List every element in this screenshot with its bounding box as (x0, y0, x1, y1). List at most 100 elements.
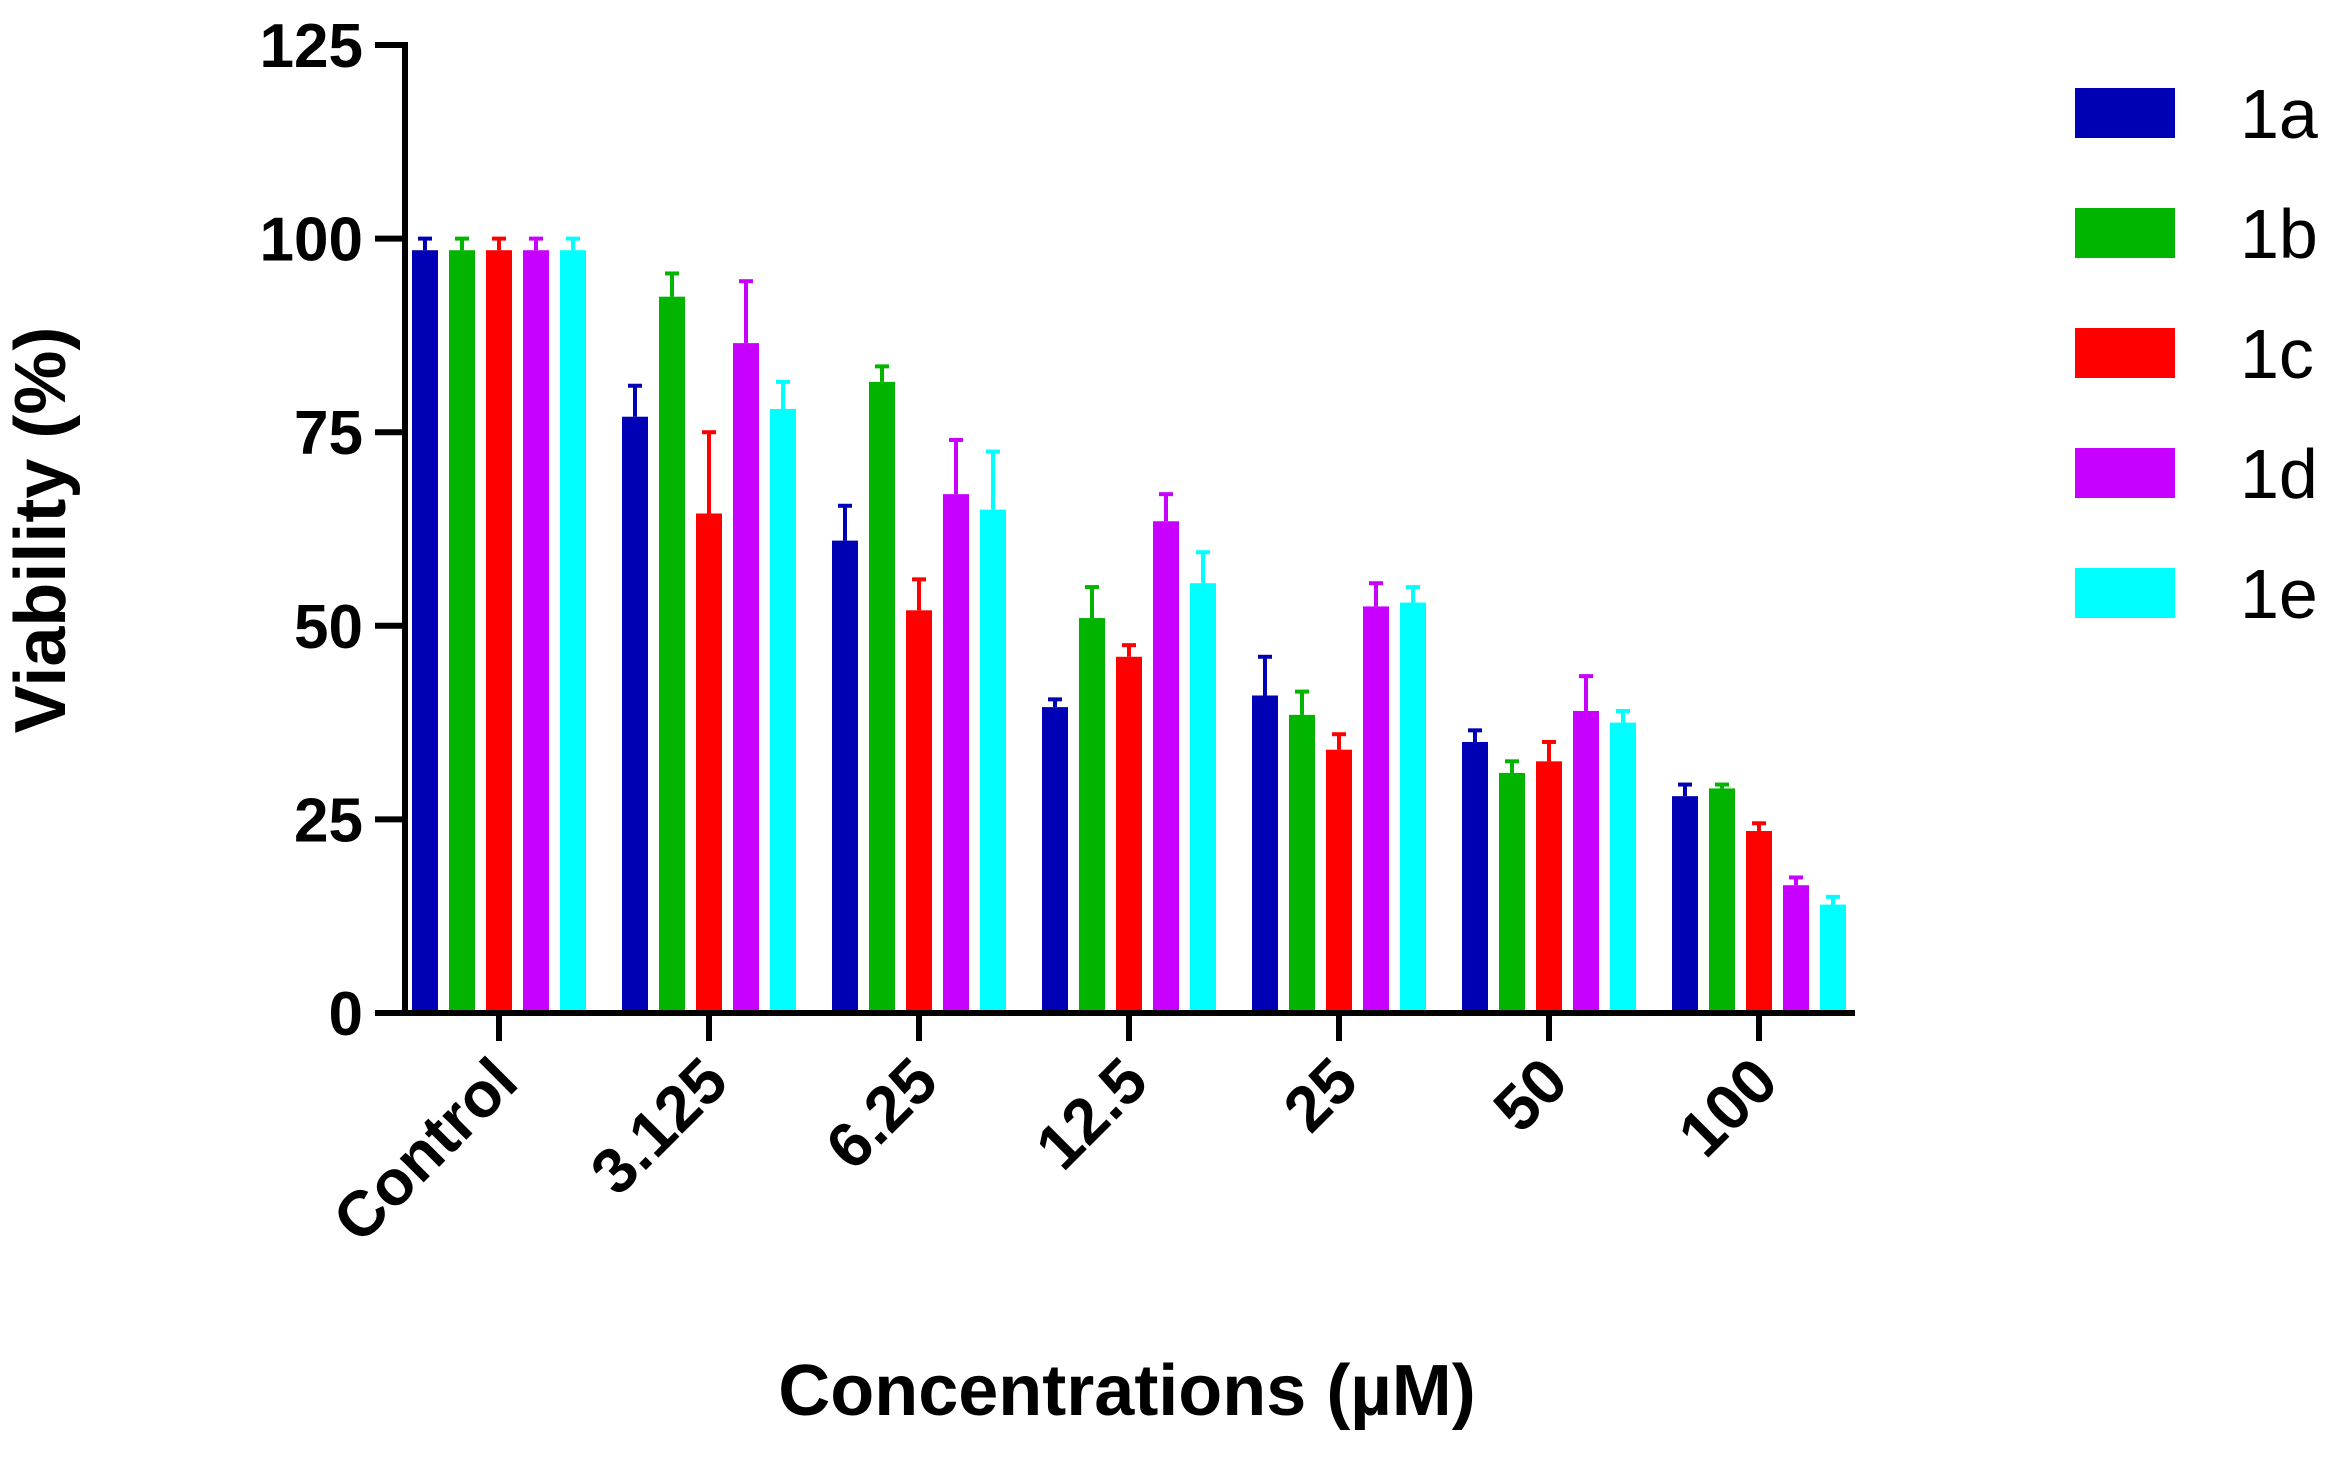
bar-1a-12.5 (1042, 707, 1068, 1013)
legend-item-1c: 1c (2075, 315, 2314, 393)
bar-1e-25 (1400, 602, 1426, 1013)
legend-swatch (2075, 568, 2175, 618)
error-bar-1c-6.25 (912, 577, 926, 611)
error-bar-1e-Control (566, 236, 580, 251)
error-bar-1d-25 (1369, 581, 1383, 607)
bar-1a-Control (412, 250, 438, 1013)
legend-swatch (2075, 208, 2175, 258)
error-bar-1c-Control (492, 236, 506, 251)
error-bar-1e-3.125 (776, 379, 790, 409)
bar-1d-6.25 (943, 494, 969, 1014)
y-tick-label: 100 (260, 206, 363, 275)
x-tick-label: 100 (1664, 1044, 1790, 1170)
bar-1d-3.125 (733, 343, 759, 1013)
legend-label: 1c (2240, 315, 2314, 393)
error-bar-1b-50 (1505, 759, 1519, 773)
bar-1a-100 (1672, 796, 1698, 1013)
error-bar-1a-3.125 (628, 383, 642, 417)
bar-1e-12.5 (1190, 583, 1216, 1013)
error-bar-1e-25 (1406, 585, 1420, 603)
error-bar-1e-50 (1616, 708, 1630, 723)
y-tick-label: 75 (294, 399, 363, 468)
bar-1a-50 (1462, 741, 1488, 1013)
legend-item-1e: 1e (2075, 555, 2318, 633)
bar-1d-12.5 (1153, 521, 1179, 1013)
bar-1c-Control (486, 250, 512, 1013)
x-tick-label: 3.125 (577, 1044, 741, 1208)
legend-swatch (2075, 328, 2175, 378)
bar-1c-3.125 (696, 513, 722, 1013)
error-bar-1a-25 (1258, 654, 1272, 696)
error-bar-1b-3.125 (665, 271, 679, 297)
legend-item-1b: 1b (2075, 195, 2318, 273)
error-bar-1a-50 (1468, 728, 1482, 742)
error-bar-1d-100 (1789, 875, 1803, 886)
bar-1a-6.25 (832, 540, 858, 1013)
error-bar-1d-3.125 (739, 279, 753, 344)
legend-label: 1a (2240, 75, 2318, 153)
error-bar-1e-100 (1826, 894, 1840, 905)
legend: 1a 1b 1c 1d 1e (2075, 75, 2318, 633)
legend-label: 1d (2240, 435, 2318, 513)
x-axis-title: Concentrations (µM) (778, 1351, 1475, 1431)
bars-layer (412, 236, 1846, 1014)
legend-item-1a: 1a (2075, 75, 2318, 153)
bar-1c-100 (1746, 831, 1772, 1013)
bar-1e-3.125 (770, 408, 796, 1013)
y-tick-label: 125 (260, 12, 363, 81)
x-tick-label: 6.25 (812, 1044, 951, 1183)
bar-1c-25 (1326, 749, 1352, 1013)
error-bar-1a-100 (1678, 782, 1692, 797)
error-bar-1c-50 (1542, 739, 1556, 762)
bar-1c-50 (1536, 761, 1562, 1013)
error-bar-1b-6.25 (875, 364, 889, 382)
bar-1a-3.125 (622, 416, 648, 1013)
error-bar-1c-100 (1752, 821, 1766, 832)
x-tick-label: Control (319, 1044, 531, 1256)
bar-1b-Control (449, 250, 475, 1013)
legend-swatch (2075, 448, 2175, 498)
bar-1c-12.5 (1116, 656, 1142, 1013)
y-tick-label: 0 (329, 980, 363, 1049)
error-bar-1c-3.125 (702, 430, 716, 514)
error-bar-1c-25 (1332, 732, 1346, 750)
error-bar-1b-100 (1715, 782, 1729, 789)
y-tick-label: 25 (294, 786, 363, 855)
error-bar-1d-6.25 (949, 437, 963, 495)
bar-1c-6.25 (906, 610, 932, 1013)
error-bar-1a-Control (418, 236, 432, 251)
y-axis-title: Viability (%) (1, 327, 81, 734)
error-bar-1c-12.5 (1122, 643, 1136, 657)
bar-1b-6.25 (869, 381, 895, 1013)
bar-1d-50 (1573, 710, 1599, 1013)
bar-1e-6.25 (980, 509, 1006, 1013)
legend-item-1d: 1d (2075, 435, 2318, 513)
x-tick-label: 25 (1270, 1044, 1371, 1145)
bar-1b-100 (1709, 788, 1735, 1013)
x-tick-label: 50 (1480, 1044, 1581, 1145)
legend-label: 1b (2240, 195, 2318, 273)
axes-layer (375, 42, 1855, 1041)
error-bar-1b-Control (455, 236, 469, 251)
error-bar-1e-6.25 (986, 449, 1000, 510)
bar-1b-3.125 (659, 296, 685, 1013)
x-tick-labels: Control 3.125 6.25 12.5 25 50 100 (319, 1044, 1791, 1256)
error-bar-1a-12.5 (1048, 697, 1062, 708)
error-bar-1d-12.5 (1159, 492, 1173, 522)
error-bar-1d-Control (529, 236, 543, 251)
bar-1e-50 (1610, 722, 1636, 1013)
error-bar-1a-6.25 (838, 503, 852, 541)
bar-1d-100 (1783, 885, 1809, 1013)
bar-1e-100 (1820, 904, 1846, 1013)
error-bar-1d-50 (1579, 674, 1593, 711)
bar-1b-25 (1289, 714, 1315, 1013)
bar-1b-12.5 (1079, 618, 1105, 1013)
bar-1d-25 (1363, 606, 1389, 1013)
error-bar-1b-25 (1295, 689, 1309, 715)
error-bar-1e-12.5 (1196, 550, 1210, 584)
bar-1b-50 (1499, 772, 1525, 1013)
legend-label: 1e (2240, 555, 2318, 633)
bar-1e-Control (560, 250, 586, 1013)
